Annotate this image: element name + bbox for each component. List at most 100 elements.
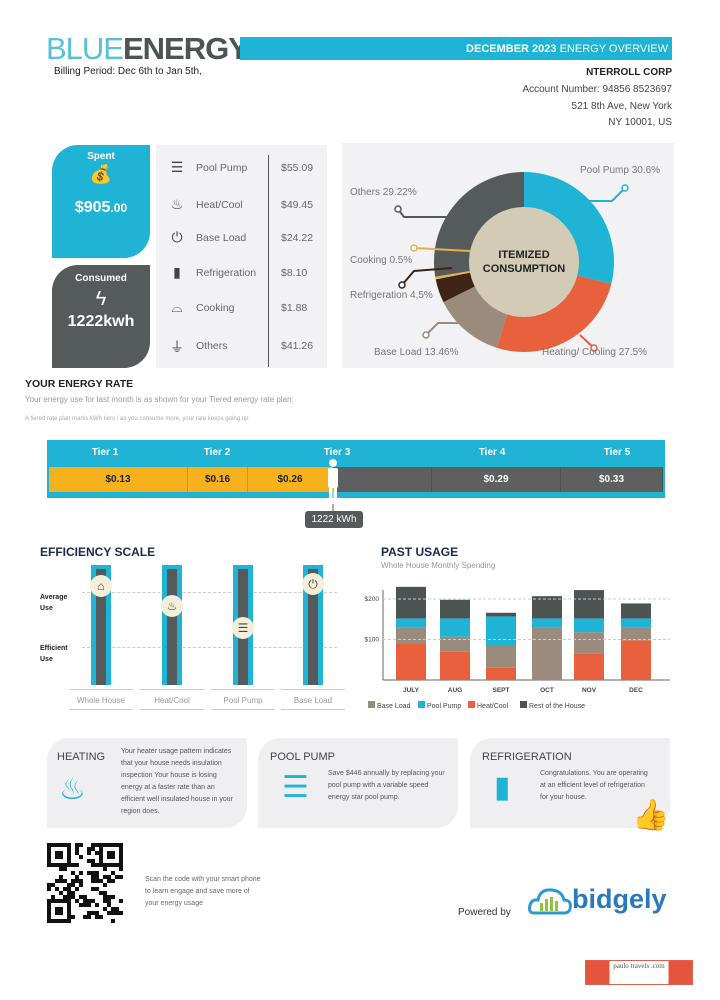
address-line-1: 521 8th Ave, New York	[571, 101, 672, 112]
past-usage-subtitle: Whole House Monthly Spending	[381, 561, 496, 570]
x-tick-label: OCT	[540, 687, 554, 694]
powered-by-label: Powered by	[458, 907, 511, 918]
usage-marker: 1222 kWh	[305, 511, 363, 528]
breakdown-name: Refrigeration	[196, 267, 257, 279]
efficiency-label: Heat/Cool	[154, 696, 190, 705]
x-tick-label: AUG	[448, 687, 462, 694]
slice-label: Others 29.22%	[350, 187, 417, 198]
power-icon: ⏻	[302, 573, 324, 595]
pool-ladder-icon: ☰	[282, 771, 309, 804]
tier-label: Tier 2	[203, 447, 231, 458]
bar-rest-of-the-house	[621, 603, 651, 619]
spent-label: Spent	[87, 151, 115, 162]
tier-label: Tier 4	[478, 447, 506, 458]
money-bag-icon: 💰	[89, 164, 113, 184]
tier-cell-used: $0.26	[248, 467, 333, 492]
banner-month: DECEMBER 2023	[466, 43, 557, 55]
itemized-consumption-panel: ITEMIZED CONSUMPTION Pool Pump 30.6% Heatin…	[342, 143, 674, 368]
breakdown-item: ⏻ Base Load $24.22	[164, 229, 324, 249]
bar-pool-pump	[396, 618, 426, 628]
average-gridline	[82, 592, 337, 593]
cost-breakdown-panel: ☰ Pool Pump $55.09 ♨ Heat/Cool $49.45 ⏻ Base Lo…	[156, 145, 327, 368]
tier-label: Tier 3	[323, 447, 351, 458]
consumed-card: Consumed ϟ 1222kwh	[52, 265, 150, 368]
leader-line	[413, 247, 471, 252]
bar-rest-of-the-house	[440, 599, 470, 619]
bar-heat-cool	[396, 643, 426, 680]
pot-icon: ⌓	[171, 299, 183, 315]
bar-pool-pump	[440, 618, 470, 637]
efficiency-bar-fill	[167, 569, 177, 685]
past-usage-chart: JULY AUG SEPT OCT NOV DEC $100 $200 Base Load Poo…	[365, 586, 670, 710]
leader-dot	[394, 205, 402, 213]
rate-note: A tiered rate plan marks kWh tiers / as …	[25, 416, 249, 422]
breakdown-name: Heat/Cool	[196, 199, 243, 211]
watermark: paulo travels .com	[585, 960, 693, 985]
pool-ladder-icon: ☰	[232, 617, 254, 639]
breakdown-item: ▮ Refrigeration $8.10	[164, 264, 324, 284]
leader-dot	[398, 281, 406, 289]
logo-bold: ENERGY	[122, 31, 249, 66]
leader-line	[397, 208, 450, 218]
leader-dot	[621, 184, 629, 192]
banner-title: ENERGY OVERVIEW	[556, 43, 668, 55]
tip-text: Save $446 annually by replacing your poo…	[328, 770, 445, 801]
label-rule	[69, 709, 133, 710]
consumed-value: 1222kwh	[67, 313, 135, 330]
bar-rest-of-the-house	[532, 596, 562, 619]
tip-title: HEATING	[57, 751, 106, 763]
tip-text: Congratulations. You are operating at an…	[540, 770, 648, 801]
donut-chart: ITEMIZED CONSUMPTION Pool Pump 30.6% Heatin…	[350, 165, 660, 358]
label-rule	[281, 709, 345, 710]
bar-base-load	[621, 627, 651, 641]
efficiency-label: Pool Pump	[223, 696, 263, 705]
heater-icon: ♨	[170, 196, 184, 212]
efficiency-label: Base Load	[293, 696, 333, 705]
legend-swatch	[368, 701, 375, 708]
bar-heat-cool	[574, 653, 604, 680]
bar-base-load	[532, 627, 562, 680]
label-rule	[281, 689, 345, 690]
efficiency-bar-fill	[96, 569, 106, 685]
breakdown-name: Others	[196, 340, 228, 352]
efficiency-bar: ♨	[161, 565, 183, 685]
x-tick-label: JULY	[403, 687, 420, 694]
breakdown-amount: $55.09	[281, 162, 314, 174]
donut-center-title: ITEMIZED	[498, 249, 549, 261]
rate-subtitle: Your energy use for last month is as sho…	[25, 395, 294, 404]
breakdown-name: Pool Pump	[196, 162, 248, 174]
leader-dot	[590, 344, 598, 352]
tier-cell-used: $0.13	[49, 467, 188, 492]
billing-period: Billing Period: Dec 6th to Jan 5th,	[54, 66, 202, 77]
legend-label: Heat/Cool	[477, 703, 509, 710]
heater-icon: ♨	[161, 595, 183, 617]
qr-code[interactable]	[47, 843, 123, 923]
breakdown-item: ☰ Pool Pump $55.09	[164, 159, 324, 179]
tip-title: REFRIGERATION	[482, 751, 572, 763]
tier-cell-unused: $0.29	[432, 467, 561, 492]
overview-banner: DECEMBER 2023 ENERGY OVERVIEW	[240, 37, 672, 60]
pool-ladder-icon: ☰	[170, 159, 184, 175]
efficiency-title: EFFICIENCY SCALE	[40, 545, 156, 559]
tip-card-pool-pump: POOL PUMP Save $446 annually by replacing…	[258, 738, 458, 828]
label-rule	[69, 689, 133, 690]
bar-pool-pump	[486, 616, 516, 646]
past-usage-title: PAST USAGE	[381, 545, 459, 559]
x-tick-label: NOV	[582, 687, 597, 694]
breakdown-amount: $49.45	[281, 199, 314, 211]
consumed-label: Consumed	[75, 273, 127, 284]
thumbs-up-icon: 👍	[632, 799, 670, 832]
customer-name: NTERROLL CORP	[586, 67, 672, 78]
legend-swatch	[520, 701, 527, 708]
tip-text: Your heater usage pattern indicates that…	[121, 748, 233, 815]
label-rule	[211, 689, 275, 690]
slice-label: Pool Pump 30.6%	[580, 165, 660, 176]
breakdown-amount: $8.10	[281, 267, 308, 279]
tip-card-heating: HEATING Your heater usage pattern indicat…	[47, 738, 247, 828]
breakdown-name: Cooking	[196, 302, 235, 314]
rate-title: YOUR ENERGY RATE	[25, 378, 134, 390]
label-rule	[140, 689, 204, 690]
heater-icon: ♨	[59, 773, 86, 806]
efficiency-bar: ⏻	[302, 565, 324, 685]
legend-label: Rest of the House	[529, 703, 585, 710]
